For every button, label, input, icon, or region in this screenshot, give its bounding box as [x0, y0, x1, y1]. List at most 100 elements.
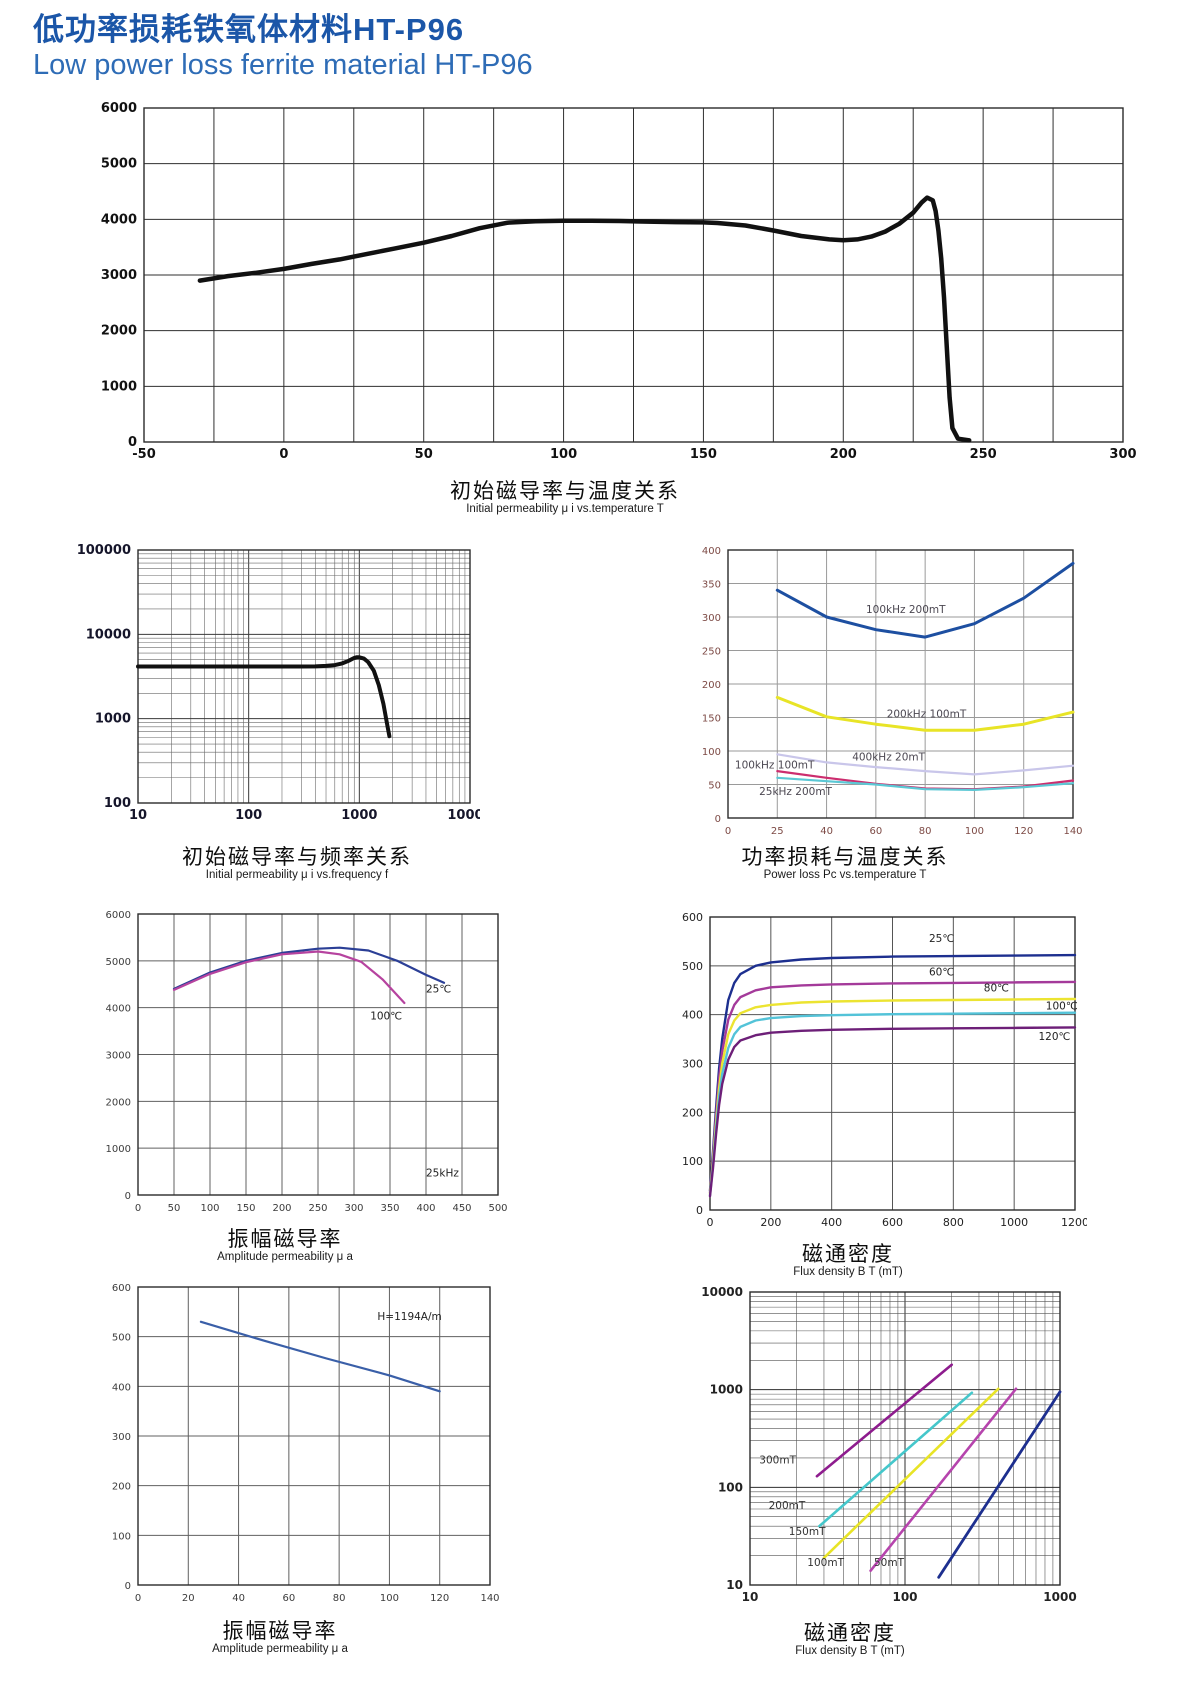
y-tick-label: 0 — [715, 814, 721, 825]
series-ui-vs-f-line — [136, 655, 392, 739]
x-tick-label: 0 — [707, 1216, 714, 1229]
series-label: 25kHz — [426, 1168, 459, 1180]
caption-cn: 磁通密度 — [804, 1622, 896, 1645]
y-tick-label: 10000 — [701, 1285, 743, 1299]
series-400kHz-20mT-line — [776, 753, 1075, 776]
y-tick-label: 3000 — [101, 268, 137, 283]
x-tick-label: 400 — [821, 1216, 842, 1229]
x-tick-label: 140 — [480, 1593, 499, 1604]
page-header: 低功率损耗铁氧体材料HT-P96 Low power loss ferrite … — [33, 12, 533, 82]
grid — [749, 1291, 1061, 1586]
y-tick-label: 2000 — [101, 324, 137, 339]
x-tick-label: 800 — [943, 1216, 964, 1229]
x-tick-label: 400 — [416, 1203, 435, 1214]
y-tick-label: 1000 — [95, 712, 131, 727]
x-tick-label: 100 — [200, 1203, 219, 1214]
x-tick-label: 150 — [236, 1203, 255, 1214]
x-tick-label: 60 — [869, 826, 882, 837]
y-tick-label: 100 — [718, 1480, 743, 1494]
x-tick-label: 100 — [965, 826, 984, 837]
series-100C-line — [172, 950, 406, 1005]
x-tick-label: 200 — [272, 1203, 291, 1214]
x-tick-label: 0 — [725, 826, 731, 837]
x-tick-label: 100 — [550, 447, 577, 462]
y-tick-label: 300 — [702, 613, 721, 624]
plot-border — [727, 549, 1074, 819]
y-tick-label: 0 — [128, 435, 137, 450]
power-loss-vs-temperature-chart: 0 25 40 60 80 100 120 140 0 50 100 150 200 250 300 350 4… — [702, 546, 1083, 837]
amplitude-permeability-25khz-chart: 0 50 100 150 200 250 300 350 400 450 5000100020003… — [106, 910, 508, 1214]
y-tick-label: 400 — [702, 546, 721, 557]
plot-border — [137, 913, 499, 1196]
x-tick-label: 50 — [168, 1203, 181, 1214]
series-label: 100℃ — [1046, 1000, 1078, 1012]
y-tick-label: 250 — [702, 647, 721, 658]
series-ui-vs-T-line — [197, 195, 972, 443]
series-label: 100℃ — [370, 1010, 402, 1022]
series-200mT-line — [818, 1391, 974, 1528]
y-tick-label: 5000 — [106, 957, 131, 968]
grid — [137, 549, 471, 804]
mu-vs-temperature-chart: -50 0 50 100 150 200 250 3000100020003000400050… — [101, 101, 1137, 462]
series-25C-line — [172, 946, 446, 991]
y-tick-label: 200 — [112, 1482, 131, 1493]
x-tick-label: 600 — [882, 1216, 903, 1229]
x-tick-label: 1200 — [1061, 1216, 1087, 1229]
series-label: 80℃ — [984, 983, 1009, 995]
y-tick-label: 5000 — [101, 157, 137, 172]
x-tick-label: 500 — [488, 1203, 507, 1214]
chart-caption: 振幅磁导率 Amplitude permeability μ a — [80, 1620, 480, 1657]
y-tick-label: 200 — [702, 680, 721, 691]
page-title-chinese: 低功率损耗铁氧体材料HT-P96 — [33, 12, 465, 47]
caption-cn: 振幅磁导率 — [222, 1620, 338, 1643]
y-tick-label: 100 — [112, 1531, 131, 1542]
plot-border — [143, 107, 1124, 443]
series-300mT-line — [815, 1363, 954, 1478]
caption-cn: 振幅磁导率 — [227, 1228, 343, 1251]
series-label: 100mT — [807, 1557, 844, 1569]
x-tick-label: 80 — [919, 826, 932, 837]
y-tick-label: 200 — [682, 1106, 703, 1119]
x-tick-label: 120 — [1014, 826, 1033, 837]
x-tick-label: 80 — [333, 1593, 346, 1604]
y-tick-label: 300 — [682, 1058, 703, 1071]
y-tick-label: 6000 — [101, 101, 137, 116]
flux-density-loss-chart: 10 100 1000 10 100 1000 10000 300mT 200mT 150mT 10… — [701, 1285, 1076, 1604]
x-tick-label: 40 — [232, 1593, 245, 1604]
plot-border — [137, 1286, 491, 1586]
series-label: 200kHz 100mT — [887, 709, 967, 721]
x-tick-label: 140 — [1063, 826, 1082, 837]
series-label: 25℃ — [929, 933, 954, 945]
grid — [727, 549, 1074, 819]
x-tick-label: 10 — [742, 1590, 759, 1604]
x-tick-label: 300 — [1109, 447, 1136, 462]
y-tick-label: 350 — [702, 580, 721, 591]
series-100mT-line — [869, 1387, 1018, 1573]
caption-en: Flux density B T (mT) — [795, 1645, 905, 1658]
x-tick-label: 150 — [690, 447, 717, 462]
y-tick-label: 100 — [104, 796, 131, 811]
x-tick-label: 250 — [308, 1203, 327, 1214]
y-tick-label: 6000 — [106, 910, 131, 921]
x-tick-label: 450 — [452, 1203, 471, 1214]
caption-en: Initial permeability μ i vs.temperature … — [466, 503, 664, 516]
y-tick-label: 10000 — [86, 627, 131, 642]
series-label: 150mT — [789, 1526, 826, 1538]
series-100kHz-200mT-line — [775, 561, 1075, 639]
mu-vs-frequency-chart: 10100100010000100100010000100000 — [77, 543, 480, 823]
series-label: 25kHz 200mT — [759, 786, 832, 798]
amplitude-permeability-h-chart: 0 20 40 60 80 100 120 140 0 100 200 300 400 500 600 H=1… — [112, 1283, 500, 1604]
series-H-line-line — [199, 1320, 441, 1393]
y-tick-label: 1000 — [106, 1144, 131, 1155]
series-200kHz-100mT-line — [775, 695, 1075, 732]
x-tick-label: 1000 — [1000, 1216, 1028, 1229]
x-tick-label: 0 — [135, 1203, 141, 1214]
y-tick-label: 100 — [682, 1155, 703, 1168]
x-tick-label: 0 — [279, 447, 288, 462]
y-tick-label: 0 — [125, 1191, 131, 1202]
series-50mT-line — [937, 1390, 1062, 1579]
y-tick-label: 400 — [682, 1009, 703, 1022]
y-tick-label: 1000 — [101, 379, 137, 394]
caption-cn: 功率损耗与温度关系 — [741, 846, 949, 869]
